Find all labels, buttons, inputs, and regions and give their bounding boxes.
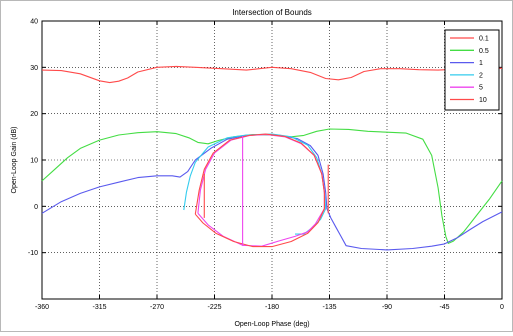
axis-ticks: -360 -315 -270 -225 -180 -135 -90 -45 0 -10 0 10 20 3… (28, 19, 504, 312)
x-tick-label: -135 (322, 304, 336, 311)
x-tick-label: 0 (500, 304, 504, 311)
y-tick-label: 10 (30, 158, 38, 165)
x-tick-label: -180 (265, 304, 279, 311)
legend-label: 0.5 (479, 48, 489, 55)
y-tick-label: -10 (28, 250, 38, 257)
x-tick-label: -315 (92, 304, 106, 311)
x-tick-label: -360 (35, 304, 49, 311)
x-tick-label: -90 (382, 304, 392, 311)
legend: 0.1 0.5 1 2 5 10 (444, 29, 500, 111)
legend-label: 5 (479, 85, 483, 92)
chart-title: Intersection of Bounds (232, 8, 312, 17)
x-tick-label: -225 (207, 304, 221, 311)
x-tick-label: -270 (150, 304, 164, 311)
x-tick-label: -45 (439, 304, 449, 311)
y-axis-label: Open-Loop Gain (dB) (11, 127, 18, 194)
legend-box (444, 29, 500, 111)
y-tick-label: 30 (30, 65, 38, 72)
y-tick-label: 0 (34, 204, 38, 211)
series-line-10 (194, 133, 325, 248)
x-axis-label: Open-Loop Phase (deg) (234, 321, 309, 328)
legend-label: 2 (479, 72, 483, 79)
series-line-0-1 (41, 65, 502, 84)
series-layer (41, 65, 503, 251)
series-line-1 (41, 133, 503, 251)
chart: -360 -315 -270 -225 -180 -135 -90 -45 0 -10 0 10 20 3… (11, 8, 504, 328)
legend-label: 0.1 (479, 36, 489, 43)
legend-label: 10 (479, 97, 487, 104)
series-line-0-5 (41, 128, 503, 244)
legend-label: 1 (479, 60, 483, 67)
y-tick-label: 40 (30, 19, 38, 26)
grid-lines (42, 21, 502, 299)
y-tick-label: 20 (30, 111, 38, 118)
